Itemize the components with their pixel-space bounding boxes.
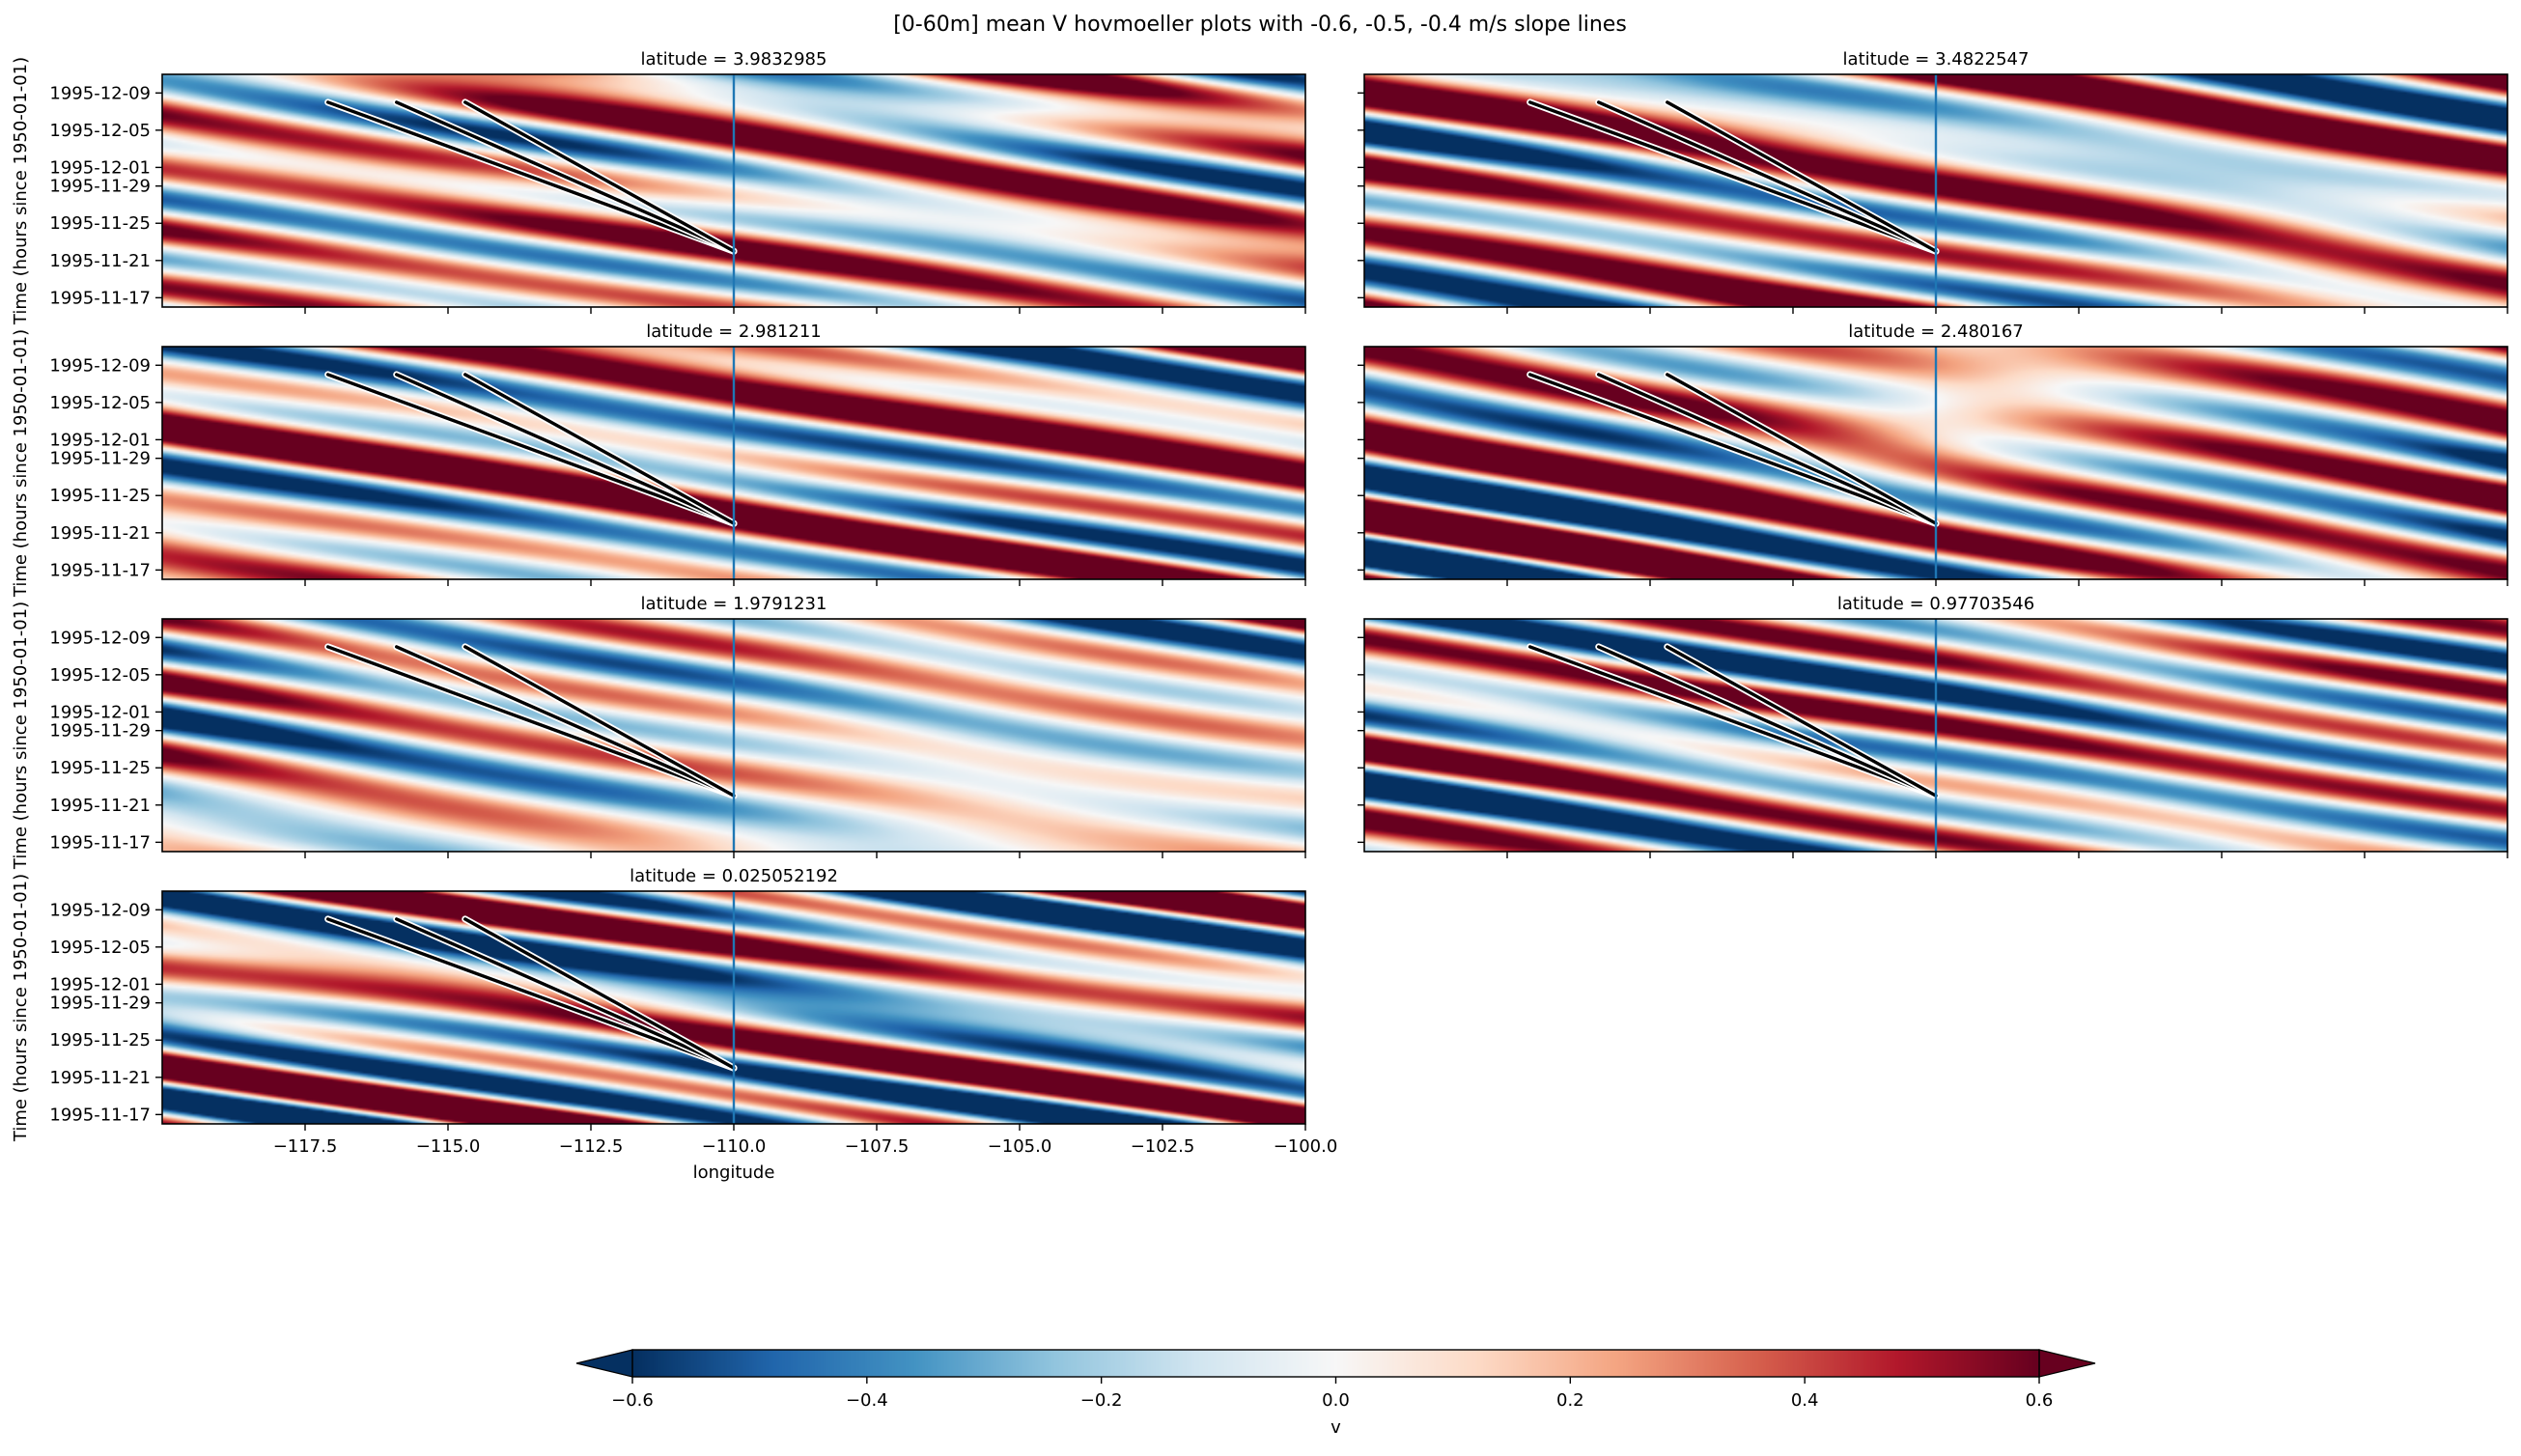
slope-line [463,645,736,798]
y-axis-label: Time (hours since 1950-01-01) [11,874,31,1142]
colorbar-tick-label: −0.4 [846,1390,888,1411]
slope-line [1527,373,1938,525]
figure-title: [0-60m] mean V hovmoeller plots with -0.… [893,13,1627,37]
slope-line [1597,373,1938,525]
y-tick-label: 1995-12-01 [49,430,151,450]
y-tick-label: 1995-11-17 [49,832,151,853]
colorbar-tick-label: 0.0 [1322,1390,1350,1411]
y-tick-label: 1995-11-25 [49,486,151,506]
slope-line [325,645,736,798]
slope-line [395,373,736,525]
hovmoeller-panel: latitude = 3.9832985 1995-11-17 1995-11-21… [11,49,1306,325]
panel-title: latitude = 0.025052192 [630,866,838,886]
slope-line [1666,645,1938,798]
panel-grid: latitude = 3.9832985 1995-11-17 1995-11-21… [11,49,2508,1183]
slope-line [395,645,736,798]
x-tick-label: −112.5 [559,1136,624,1157]
x-axis-label: longitude [693,1162,775,1183]
colorbar-gradient [632,1350,2039,1377]
y-tick-label: 1995-11-29 [49,994,151,1014]
y-tick-label: 1995-12-05 [49,938,151,958]
slope-lines [1527,98,1940,255]
y-tick-label: 1995-11-17 [49,288,151,308]
y-axis-label: Time (hours since 1950-01-01) [11,329,31,598]
slope-line [1666,100,1938,253]
hovmoeller-panel: latitude = 1.9791231 1995-11-17 1995-11-21… [11,594,1306,870]
slope-line [325,100,736,253]
colorbar-extend-max [2038,1349,2096,1378]
slope-lines [324,915,738,1072]
y-tick-label: 1995-12-09 [49,900,151,920]
slope-line [1597,645,1938,798]
y-tick-label: 1995-12-09 [49,628,151,648]
hovmoeller-panel: latitude = 0.97703546 [1358,594,2508,858]
panel-title: latitude = 2.981211 [646,322,821,342]
y-tick-label: 1995-12-01 [49,974,151,994]
slope-lines [1527,371,1940,527]
y-tick-label: 1995-11-25 [49,1030,151,1050]
x-tick-label: −110.0 [702,1136,767,1157]
slope-line [463,100,736,253]
y-tick-label: 1995-12-01 [49,157,151,178]
colorbar-tick-label: −0.2 [1080,1390,1123,1411]
y-tick-label: 1995-11-21 [49,1068,151,1088]
slope-line [395,917,736,1070]
slope-line [463,917,736,1070]
colorbar-tick-label: 0.2 [1556,1390,1584,1411]
y-tick-label: 1995-12-01 [49,702,151,722]
y-tick-label: 1995-11-21 [49,251,151,271]
panel-title: latitude = 2.480167 [1848,322,2023,342]
slope-lines [1527,643,1940,799]
slope-lines [324,371,738,527]
y-tick-label: 1995-11-21 [49,796,151,816]
x-tick-label: −102.5 [1131,1136,1195,1157]
y-tick-label: 1995-11-17 [49,560,151,580]
panel-title: latitude = 3.9832985 [641,49,827,70]
slope-line [463,373,736,525]
x-tick-label: −107.5 [845,1136,910,1157]
hovmoeller-panel: latitude = 2.981211 1995-11-17 1995-11-21 1… [11,322,1306,598]
slope-line [325,917,736,1070]
slope-line [1666,373,1938,525]
y-tick-label: 1995-11-29 [49,721,151,742]
slope-line [325,373,736,525]
y-tick-label: 1995-12-05 [49,121,151,141]
x-tick-label: −117.5 [273,1136,338,1157]
slope-line [1597,100,1938,253]
slope-line [1527,645,1938,798]
y-tick-label: 1995-12-09 [49,83,151,103]
hovmoeller-panel: latitude = 3.4822547 [1358,49,2508,314]
hovmoeller-panel: latitude = 0.025052192 −117.5 −115.0 −112.5… [11,866,1337,1183]
x-tick-label: −100.0 [1274,1136,1338,1157]
colorbar-tick-label: 0.4 [1791,1390,1819,1411]
colorbar-label: v [1331,1417,1341,1438]
slope-line [1527,100,1938,253]
y-tick-label: 1995-11-21 [49,523,151,544]
x-tick-label: −115.0 [416,1136,481,1157]
colorbar-extend-min [575,1349,633,1378]
y-tick-label: 1995-11-17 [49,1105,151,1125]
y-tick-label: 1995-11-25 [49,213,151,234]
y-tick-label: 1995-12-09 [49,355,151,376]
y-axis-label: Time (hours since 1950-01-01) [11,57,31,325]
colorbar: −0.6 −0.4 −0.2 0.0 0.2 0.4 0.6 v [575,1349,2096,1438]
y-tick-label: 1995-12-05 [49,665,151,686]
panel-title: latitude = 1.9791231 [641,594,827,614]
x-tick-label: −105.0 [988,1136,1052,1157]
y-axis-label: Time (hours since 1950-01-01) [11,602,31,870]
colorbar-tick-label: 0.6 [2026,1390,2054,1411]
y-tick-label: 1995-12-05 [49,393,151,413]
y-tick-label: 1995-11-29 [49,449,151,469]
panel-title: latitude = 3.4822547 [1843,49,2030,70]
slope-lines [324,98,738,255]
y-tick-label: 1995-11-25 [49,758,151,778]
slope-lines [324,643,738,799]
panel-title: latitude = 0.97703546 [1837,594,2034,614]
slope-line [395,100,736,253]
colorbar-tick-label: −0.6 [611,1390,654,1411]
y-tick-label: 1995-11-29 [49,177,151,197]
hovmoeller-panel: latitude = 2.480167 [1358,322,2508,586]
